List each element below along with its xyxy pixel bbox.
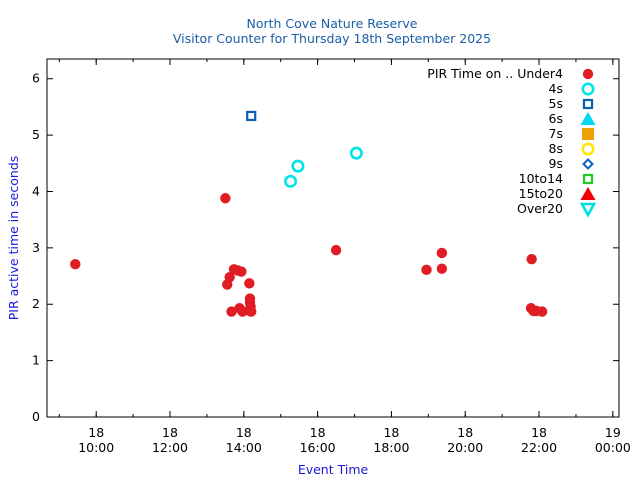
y-axis: 0 1 2 3 4 5 6 xyxy=(32,71,619,424)
x-tick-time-label: 20:00 xyxy=(447,440,483,455)
data-point-5s xyxy=(246,110,257,122)
legend-marker-5s xyxy=(582,98,594,110)
y-tick-label: 6 xyxy=(32,71,40,86)
chart-subtitle: Visitor Counter for Thursday 18th Septem… xyxy=(173,31,491,46)
data-point-under4 xyxy=(220,193,231,204)
x-tick-time-label: 00:00 xyxy=(595,440,631,455)
x-tick-day-label: 18 xyxy=(531,425,547,440)
data-point-under4 xyxy=(436,247,448,259)
x-tick-day-label: 18 xyxy=(457,425,473,440)
x-tick-day-label: 18 xyxy=(383,425,399,440)
x-tick-time-label: 14:00 xyxy=(226,440,262,455)
x-tick-time-label: 16:00 xyxy=(300,440,336,455)
legend-marker-6s xyxy=(580,112,596,125)
legend-marker-over20 xyxy=(579,202,597,218)
legend-label: Under4 xyxy=(517,66,563,81)
x-tick-day-label: 18 xyxy=(310,425,326,440)
legend-label: 7s xyxy=(549,126,563,141)
data-point-under4 xyxy=(236,266,247,277)
plot-frame xyxy=(46,58,620,418)
y-tick-label: 4 xyxy=(32,183,40,198)
data-point-under4 xyxy=(421,264,432,276)
y-tick-label: 5 xyxy=(32,127,40,142)
x-tick-time-label: 12:00 xyxy=(152,440,188,455)
data-point-4s xyxy=(284,174,298,188)
data-point-under4 xyxy=(244,278,255,289)
x-tick-day-label: 19 xyxy=(605,425,621,440)
data-point-4s xyxy=(291,159,305,173)
data-point-under4 xyxy=(226,306,237,317)
x-tick-time-label: 18:00 xyxy=(373,440,409,455)
legend-label: Over20 xyxy=(517,201,563,216)
x-axis: 1810:001812:001814:001816:001818:001820:… xyxy=(58,59,631,455)
legend-marker-8s xyxy=(581,142,595,156)
legend-marker-4s xyxy=(581,82,595,96)
x-tick-day-label: 18 xyxy=(162,425,178,440)
legend-label: 9s xyxy=(549,156,563,171)
data-points xyxy=(70,110,548,317)
y-tick-label: 2 xyxy=(32,296,40,311)
data-point-under4 xyxy=(526,253,537,265)
legend-label: 15to20 xyxy=(519,186,563,201)
legend-label: 4s xyxy=(549,81,563,96)
data-point-under4 xyxy=(70,259,81,270)
legend: PIR Time on .. Under44s5s6s7s8s9s10to141… xyxy=(427,66,597,218)
data-point-under4 xyxy=(330,244,342,256)
legend-label: 6s xyxy=(549,111,563,126)
data-point-under4 xyxy=(245,306,257,317)
y-tick-label: 1 xyxy=(32,353,40,368)
y-tick-label: 3 xyxy=(32,240,40,255)
x-tick-time-label: 22:00 xyxy=(521,440,557,455)
data-point-under4 xyxy=(224,271,235,283)
legend-marker-7s xyxy=(582,128,594,140)
x-tick-time-label: 10:00 xyxy=(78,440,114,455)
legend-marker-10to14 xyxy=(582,173,594,185)
data-point-4s xyxy=(349,146,363,160)
data-point-under4 xyxy=(536,306,548,317)
x-tick-day-label: 18 xyxy=(236,425,252,440)
chart-title: North Cove Nature Reserve xyxy=(247,16,418,31)
data-point-under4 xyxy=(436,263,448,274)
legend-label: 8s xyxy=(549,141,563,156)
legend-marker-under4 xyxy=(582,68,594,80)
legend-label: 5s xyxy=(549,96,563,111)
legend-marker-9s xyxy=(582,158,594,170)
y-tick-label: 0 xyxy=(32,409,40,424)
legend-title: PIR Time on .. Under4 xyxy=(427,66,563,81)
y-axis-label: PIR active time in seconds xyxy=(6,156,21,321)
legend-marker-15to20 xyxy=(580,187,596,200)
x-tick-day-label: 18 xyxy=(88,425,104,440)
x-axis-label: Event Time xyxy=(298,462,369,477)
legend-label: 10to14 xyxy=(519,171,563,186)
